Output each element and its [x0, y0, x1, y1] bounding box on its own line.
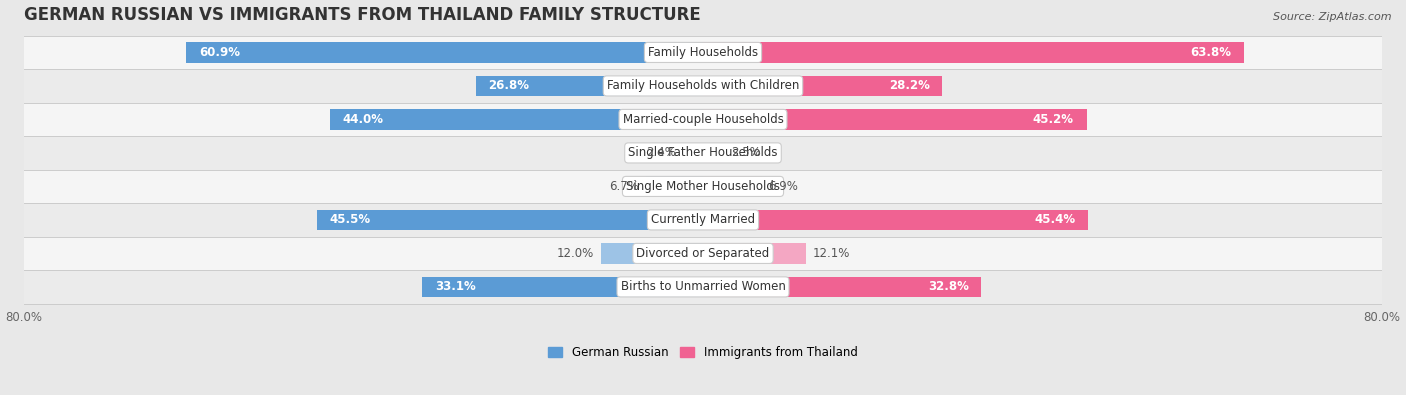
Text: 45.5%: 45.5%	[329, 213, 371, 226]
Text: 45.2%: 45.2%	[1033, 113, 1074, 126]
Text: 2.4%: 2.4%	[645, 147, 676, 160]
Bar	[329, 109, 703, 130]
Bar	[24, 36, 1382, 69]
Bar	[703, 143, 724, 163]
Text: 63.8%: 63.8%	[1191, 46, 1232, 59]
Bar	[186, 42, 703, 63]
Text: Births to Unmarried Women: Births to Unmarried Women	[620, 280, 786, 293]
Bar	[647, 176, 703, 197]
Legend: German Russian, Immigrants from Thailand: German Russian, Immigrants from Thailand	[544, 342, 862, 364]
Text: 44.0%: 44.0%	[342, 113, 384, 126]
Text: 26.8%: 26.8%	[488, 79, 529, 92]
Text: 45.4%: 45.4%	[1035, 213, 1076, 226]
Bar	[316, 209, 703, 230]
Bar	[24, 203, 1382, 237]
Bar	[703, 109, 1087, 130]
Text: Divorced or Separated: Divorced or Separated	[637, 247, 769, 260]
Text: Married-couple Households: Married-couple Households	[623, 113, 783, 126]
Text: 12.1%: 12.1%	[813, 247, 849, 260]
Bar	[703, 75, 942, 96]
Bar	[24, 103, 1382, 136]
Text: 12.0%: 12.0%	[557, 247, 595, 260]
Bar	[703, 276, 981, 297]
Text: 32.8%: 32.8%	[928, 280, 969, 293]
Bar	[703, 42, 1244, 63]
Text: 28.2%: 28.2%	[889, 79, 929, 92]
Text: Single Father Households: Single Father Households	[628, 147, 778, 160]
Text: GERMAN RUSSIAN VS IMMIGRANTS FROM THAILAND FAMILY STRUCTURE: GERMAN RUSSIAN VS IMMIGRANTS FROM THAILA…	[24, 6, 700, 24]
Bar	[602, 243, 703, 264]
Text: 2.5%: 2.5%	[731, 147, 761, 160]
Bar	[703, 243, 806, 264]
Text: 33.1%: 33.1%	[434, 280, 475, 293]
Text: 60.9%: 60.9%	[198, 46, 240, 59]
Bar	[24, 270, 1382, 304]
Text: Family Households: Family Households	[648, 46, 758, 59]
Bar	[24, 69, 1382, 103]
Bar	[24, 136, 1382, 170]
Text: 6.9%: 6.9%	[768, 180, 799, 193]
Bar	[683, 143, 703, 163]
Text: 6.7%: 6.7%	[609, 180, 640, 193]
Bar	[475, 75, 703, 96]
Text: Single Mother Households: Single Mother Households	[626, 180, 780, 193]
Bar	[703, 176, 762, 197]
Text: Family Households with Children: Family Households with Children	[607, 79, 799, 92]
Bar	[24, 170, 1382, 203]
Bar	[703, 209, 1088, 230]
Bar	[422, 276, 703, 297]
Text: Source: ZipAtlas.com: Source: ZipAtlas.com	[1274, 12, 1392, 22]
Bar	[24, 237, 1382, 270]
Text: Currently Married: Currently Married	[651, 213, 755, 226]
